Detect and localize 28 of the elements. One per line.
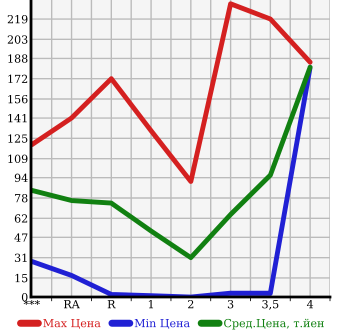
- line-series: [31, 1, 313, 184]
- y-tick-label: 78: [15, 194, 28, 202]
- x-tick-label: 2: [188, 300, 194, 308]
- y-tick-label: 156: [8, 94, 28, 104]
- y-tick-label: 172: [8, 74, 28, 83]
- x-tick-label: ***: [24, 300, 40, 306]
- y-tick-label: 0: [22, 292, 28, 302]
- x-tick-label: R: [108, 300, 116, 308]
- y-tick-label: 15: [15, 274, 28, 282]
- y-tick-label: 188: [8, 54, 28, 63]
- y-tick-label: 94: [14, 174, 28, 182]
- legend-label: Max Цена: [43, 319, 101, 329]
- y-tick-label: 62: [14, 214, 28, 223]
- y-tick-label: 31: [14, 254, 27, 262]
- y-tick-label: 109: [8, 154, 28, 164]
- x-tick-label: RA: [64, 300, 80, 308]
- y-tick-label: 141: [8, 114, 27, 122]
- x-tick-label: 1: [148, 300, 154, 308]
- y-tick-label: 47: [14, 233, 28, 242]
- legend-label: Min Цена: [134, 318, 190, 329]
- x-tick-label: 4: [306, 300, 314, 308]
- x-tick-label: 3: [228, 300, 234, 308]
- y-tick-label: 125: [8, 134, 28, 143]
- y-tick-label: 203: [8, 35, 28, 44]
- y-tick-label: 219: [8, 15, 28, 24]
- x-tick-label: 3,5: [262, 300, 278, 310]
- legend-label: Сред.Цена, т.йен: [224, 318, 324, 330]
- line-series: [31, 64, 313, 260]
